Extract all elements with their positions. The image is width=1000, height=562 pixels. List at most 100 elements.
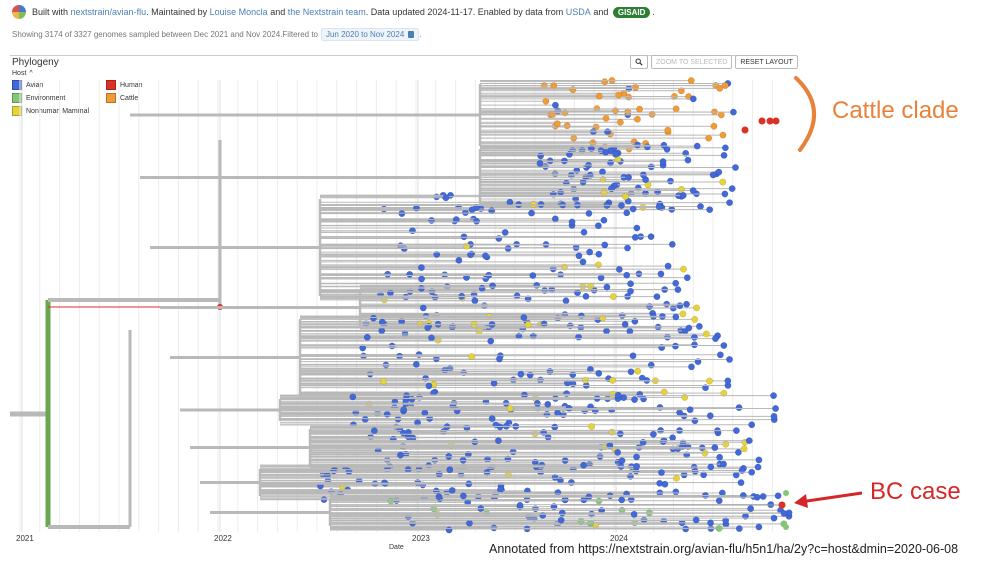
reset-layout-button[interactable]: RESET LAYOUT [735, 55, 798, 69]
tip [664, 126, 672, 134]
tip [614, 391, 622, 399]
tip [672, 313, 680, 321]
tip [553, 120, 561, 128]
tip [517, 370, 525, 378]
tip [722, 517, 730, 525]
tip [717, 111, 725, 119]
zoom-to-selected-button[interactable]: ZOOM TO SELECTED [651, 55, 733, 69]
legend-item-cattle[interactable]: Cattle [106, 93, 166, 103]
environment-tip [783, 490, 789, 496]
tip [599, 168, 606, 176]
tip [418, 275, 426, 283]
environment-tip [783, 524, 789, 530]
tip [403, 392, 410, 400]
legend-header[interactable]: Host ^ [12, 70, 166, 77]
tip [677, 185, 685, 193]
host-legend[interactable]: Host ^ Avian Human Environment Cattle No… [12, 70, 166, 116]
tip [734, 448, 742, 456]
filter-summary: Showing 3174 of 3327 genomes sampled bet… [12, 27, 422, 41]
tip [774, 492, 782, 500]
tip [691, 467, 699, 475]
tip [668, 240, 676, 248]
tip [569, 371, 577, 379]
tip [658, 312, 666, 320]
legend-label: Nonhuman Mammal [26, 107, 90, 115]
tip [551, 423, 559, 431]
tip [780, 509, 788, 517]
tip [688, 363, 695, 371]
tip [647, 233, 655, 241]
tip [720, 460, 728, 468]
tip [558, 509, 566, 517]
tip [542, 97, 550, 105]
tip [557, 271, 565, 279]
tip [716, 453, 724, 461]
tip [465, 480, 473, 488]
tip [683, 300, 691, 308]
legend-label: Human [120, 81, 143, 89]
human-tip [758, 117, 766, 125]
tip [595, 92, 603, 100]
tip [516, 501, 524, 509]
tip [425, 382, 433, 390]
tip [676, 302, 684, 310]
tip [602, 114, 610, 122]
tip [489, 282, 497, 290]
search-icon [635, 58, 643, 66]
trash-icon[interactable] [408, 30, 415, 38]
tip [428, 217, 436, 224]
tip [603, 327, 610, 335]
and-text-2: and [593, 7, 609, 17]
tip [557, 516, 565, 524]
tip [715, 524, 723, 532]
tip [691, 341, 698, 349]
tip [585, 209, 593, 217]
tip [618, 457, 626, 465]
tip [601, 78, 609, 86]
date-filter-badge[interactable]: Jun 2020 to Nov 2024 [320, 27, 420, 41]
tip [537, 152, 545, 160]
tip [625, 173, 633, 181]
tip [490, 379, 498, 387]
tip [634, 115, 641, 123]
tip [728, 185, 736, 193]
tip [716, 84, 724, 92]
tip [611, 107, 619, 115]
tip [682, 525, 690, 533]
tip [387, 289, 394, 297]
maintainer-link-2[interactable]: the Nextstrain team [287, 7, 366, 17]
tip [692, 516, 700, 524]
tip [726, 356, 733, 363]
tip [659, 158, 667, 166]
tip [400, 406, 408, 414]
gisaid-logo[interactable]: GISAID [612, 6, 651, 18]
bc-case-tip [778, 501, 786, 509]
maintainer-link-1[interactable]: Louise Moncla [209, 7, 268, 17]
bc-arrow-head [794, 494, 808, 508]
tip [621, 193, 629, 201]
tip [461, 209, 469, 217]
tip [697, 203, 704, 210]
tip [747, 505, 755, 513]
tip [689, 187, 697, 195]
tip [361, 415, 369, 423]
tip [465, 519, 473, 527]
usda-link[interactable]: USDA [565, 7, 591, 17]
tip [627, 368, 635, 376]
tip [448, 486, 456, 494]
search-button[interactable] [630, 55, 648, 69]
tip [633, 224, 641, 232]
tip [586, 248, 594, 256]
tip [640, 395, 648, 403]
bc-arrow-line [799, 491, 863, 504]
tip [772, 405, 780, 412]
build-link[interactable]: nextstrain/avian-flu [70, 7, 147, 17]
tip [732, 427, 740, 435]
tip [679, 191, 687, 199]
tip [748, 468, 756, 476]
tip [716, 351, 724, 359]
chevron-up-icon[interactable]: ^ [29, 70, 33, 77]
legend-item-human[interactable]: Human [106, 80, 166, 90]
tip [468, 206, 476, 214]
